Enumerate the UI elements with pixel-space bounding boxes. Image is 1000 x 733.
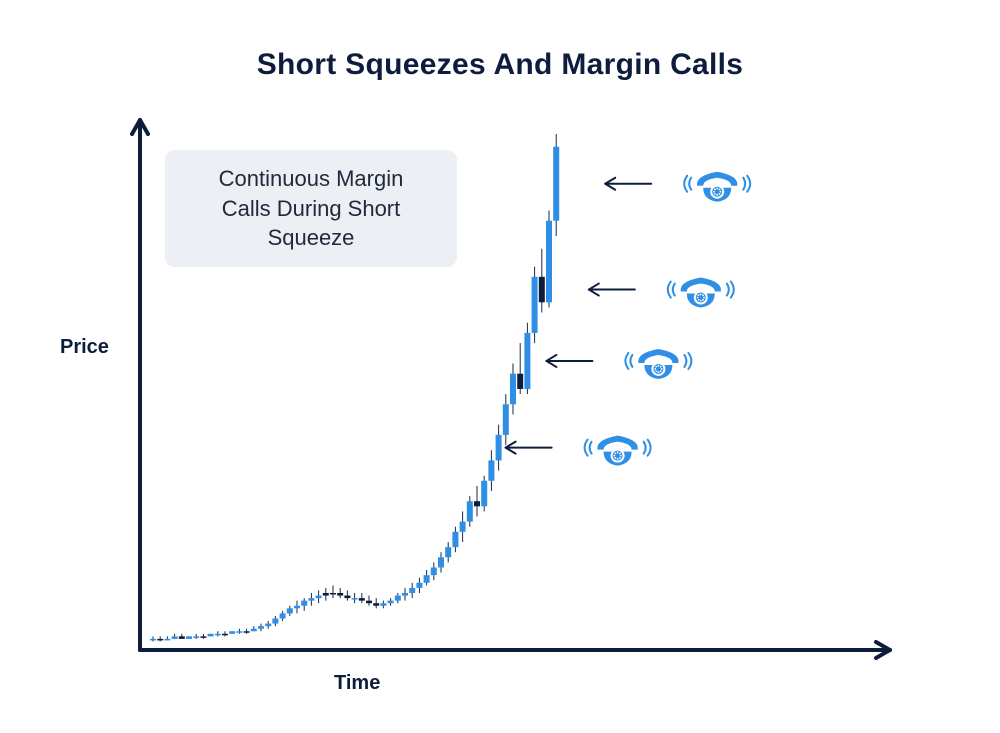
phone-icon xyxy=(684,172,750,202)
phone-icon xyxy=(585,436,651,466)
phone-icon xyxy=(668,278,734,308)
phone-icon xyxy=(625,349,691,379)
candlestick-chart xyxy=(0,0,1000,733)
